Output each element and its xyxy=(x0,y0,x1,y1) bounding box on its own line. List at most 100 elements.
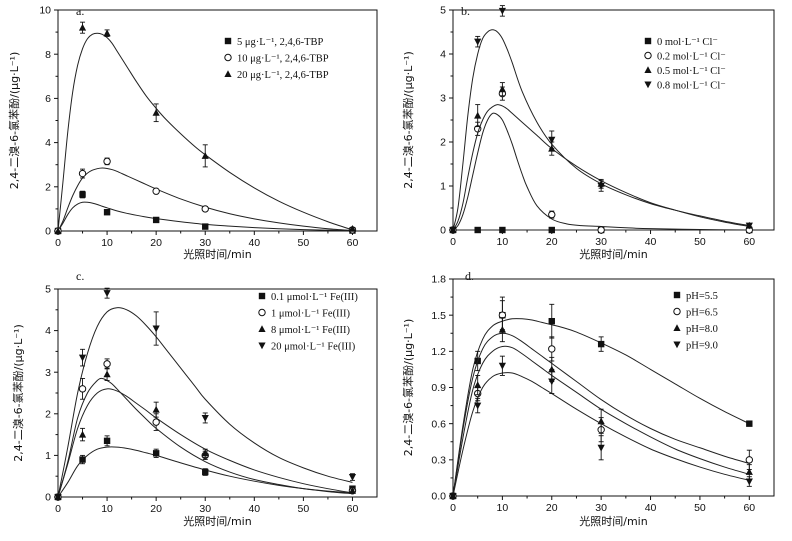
data-point xyxy=(498,7,506,15)
legend-marker xyxy=(644,81,652,89)
fit-curve xyxy=(57,201,353,232)
y-tick-label: 8 xyxy=(45,49,51,61)
legend-marker xyxy=(673,324,681,331)
data-point xyxy=(78,354,87,362)
y-tick-label: 2 xyxy=(45,181,51,193)
x-tick-label: 60 xyxy=(347,503,359,515)
data-point xyxy=(103,290,111,297)
y-tick-label: 1.5 xyxy=(431,310,446,322)
data-point xyxy=(201,205,209,213)
x-tick-label: 0 xyxy=(450,502,456,514)
data-point xyxy=(152,108,160,116)
data-point xyxy=(474,111,482,119)
legend-label: 1 μmol·L⁻¹ Fe(III) xyxy=(271,308,351,319)
data-point xyxy=(597,444,605,452)
legend-label: 20 μmol·L⁻¹ Fe(III) xyxy=(271,341,356,352)
fit-curve xyxy=(57,167,353,232)
data-point xyxy=(201,414,209,422)
x-tick-label: 30 xyxy=(199,503,211,515)
data-point xyxy=(103,29,111,37)
y-tick-label: 2 xyxy=(45,408,51,420)
y-axis-label: 2,4-二溴-6-氯苯酚/(μg·L⁻¹) xyxy=(401,319,415,457)
legend-marker xyxy=(644,66,652,73)
data-point xyxy=(103,360,111,368)
panel-label: c. xyxy=(76,269,84,283)
legend-marker xyxy=(644,37,652,45)
panel-c: 0 10 20 30 40 50 60 0 1 2 3 4 5 光照时间/min 2,4-二溴-6-氯苯酚/… xyxy=(11,269,378,528)
fit-curve xyxy=(452,332,750,497)
x-axis-label: 光照时间/min xyxy=(579,247,647,261)
data-point xyxy=(152,216,160,224)
data-point xyxy=(79,191,86,198)
y-tick-label: 1.2 xyxy=(431,346,446,358)
x-tick-label: 30 xyxy=(595,236,607,248)
x-axis-label: 光照时间/min xyxy=(183,514,251,528)
y-tick-label: 5 xyxy=(45,284,51,296)
data-point xyxy=(54,227,62,234)
x-axis-label: 光照时间/min xyxy=(183,247,251,261)
legend-label: 0.2 mol·L⁻¹ Cl⁻ xyxy=(657,51,726,62)
legend-marker xyxy=(258,308,266,317)
y-tick-label: 0 xyxy=(45,492,51,504)
plot-frame xyxy=(57,288,378,498)
x-tick-label: 20 xyxy=(546,502,558,514)
data-point xyxy=(103,370,111,378)
legend-marker xyxy=(673,341,681,349)
data-point xyxy=(597,226,605,234)
data-point xyxy=(474,226,481,234)
x-tick-label: 20 xyxy=(150,237,162,249)
x-tick-label: 60 xyxy=(347,237,359,249)
fit-curve xyxy=(452,372,750,497)
legend-label: 0.1 μmol·L⁻¹ Fe(III) xyxy=(271,292,358,303)
legend-marker xyxy=(224,53,232,62)
data-point xyxy=(348,474,357,481)
legend-marker xyxy=(258,325,266,332)
y-axis-label: 2,4-二溴-6-氯苯酚/(μg·L⁻¹) xyxy=(401,51,415,189)
y-tick-label: 2 xyxy=(440,137,446,149)
y-tick-label: 0.6 xyxy=(431,418,446,430)
data-point xyxy=(499,226,506,234)
fit-curve xyxy=(57,377,353,498)
x-tick-label: 20 xyxy=(150,503,162,515)
data-point xyxy=(548,226,555,234)
fit-curve xyxy=(452,104,750,231)
x-tick-label: 50 xyxy=(298,503,310,515)
x-tick-label: 50 xyxy=(694,502,706,514)
legend-label: 0.5 mol·L⁻¹ Cl⁻ xyxy=(657,66,726,77)
y-tick-label: 1 xyxy=(45,450,51,462)
x-tick-label: 10 xyxy=(497,502,509,514)
y-tick-label: 10 xyxy=(39,5,51,17)
series-2 xyxy=(54,157,357,235)
data-point xyxy=(152,450,160,457)
legend-marker xyxy=(673,307,681,316)
x-tick-label: 40 xyxy=(645,502,657,514)
panel-d: 0 10 20 30 40 50 60 0.0 0.3 0.6 0.9 1.2 1.5 1.8 光照时间/m… xyxy=(401,269,775,528)
legend-label: pH=8.0 xyxy=(686,324,718,335)
fit-curve xyxy=(452,29,750,231)
panel-a: 0 10 20 30 40 50 60 0 2 4 6 8 10 光照时间/min 2,4-二溴-6-氯苯酚… xyxy=(7,4,378,261)
data-point xyxy=(54,494,62,501)
legend-label: pH=5.5 xyxy=(686,291,718,302)
x-tick-label: 40 xyxy=(645,236,657,248)
fit-curve xyxy=(57,446,353,498)
x-tick-label: 40 xyxy=(248,237,260,249)
fit-curve xyxy=(452,318,750,497)
plot-frame xyxy=(57,9,378,232)
series-2 xyxy=(449,86,754,234)
x-tick-label: 50 xyxy=(694,236,706,248)
legend-label: 20 μg·L⁻¹, 2,4,6-TBP xyxy=(237,70,329,81)
y-tick-label: 6 xyxy=(45,93,51,105)
data-point xyxy=(498,85,506,93)
data-point xyxy=(745,468,753,475)
data-point xyxy=(152,418,160,426)
data-point xyxy=(474,402,482,410)
data-point xyxy=(498,362,506,370)
y-tick-label: 0.0 xyxy=(431,491,446,503)
y-axis-label: 2,4-二溴-6-氯苯酚/(μg·L⁻¹) xyxy=(11,324,25,462)
legend-marker xyxy=(224,70,232,77)
y-tick-label: 1 xyxy=(440,181,446,193)
x-axis-label: 光照时间/min xyxy=(579,514,647,528)
data-point xyxy=(348,486,357,494)
data-point xyxy=(474,38,482,46)
